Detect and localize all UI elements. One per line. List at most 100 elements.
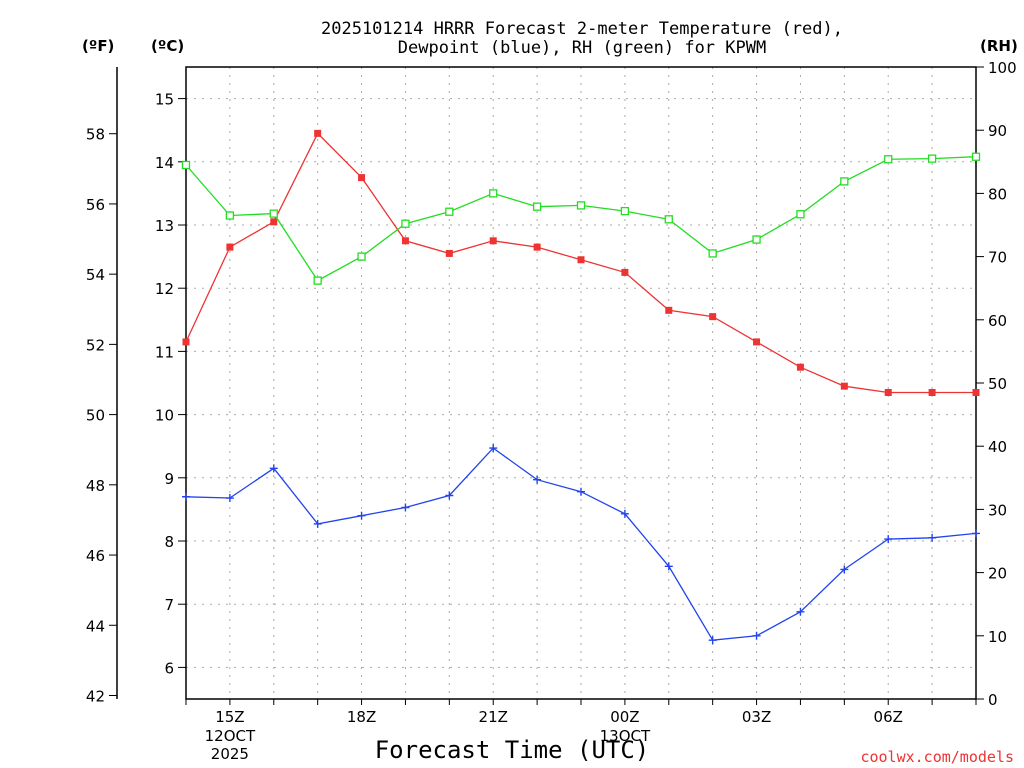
temperature-point [533,243,541,251]
series-rh [181,152,981,285]
rh-point [181,160,191,170]
dewpoint-point [972,529,980,538]
fahrenheit-tick-label: 52 [86,336,105,354]
fahrenheit-tick-label: 44 [86,617,105,635]
dewpoint-point [357,511,366,520]
celsius-unit-label: (ºC) [151,37,184,55]
rh-point [445,207,454,216]
temperature-point [401,237,409,245]
rh-point [532,202,542,211]
celsius-tick-label: 13 [155,217,174,235]
dewpoint-point [182,492,190,501]
x-tick-label: 18Z [347,708,376,726]
celsius-tick-label: 6 [164,659,174,677]
dewpoint-point [928,533,937,542]
celsius-tick-label: 10 [155,407,174,425]
temperature-point [621,268,629,276]
temperature-point [665,306,673,314]
rh-point [225,211,235,220]
dewpoint-point [489,444,498,453]
rh-point [576,201,586,210]
credit-text[interactable]: coolwx.com/models [860,748,1014,766]
dewpoint-point [840,565,849,574]
fahrenheit-tick-label: 48 [86,477,105,495]
temperature-point [709,313,717,321]
dewpoint-point [445,491,454,500]
rh-tick-label: 40 [988,438,1007,456]
celsius-tick-label: 15 [155,91,174,109]
series-layer [181,129,981,645]
rh-point [708,249,717,258]
temperature-point [182,338,190,346]
rh-point [796,210,805,219]
temperature-point [226,243,234,251]
fahrenheit-tick-label: 50 [86,407,105,425]
dewpoint-point [620,509,629,518]
fahrenheit-tick-label: 56 [86,196,105,214]
chart-title-line2: Dewpoint (blue), RH (green) for KPWM [398,38,766,58]
fahrenheit-tick-label: 54 [86,266,105,284]
rh-tick-label: 70 [988,249,1007,267]
temperature-point [928,388,936,396]
celsius-tick-label: 9 [164,470,174,488]
rh-tick-label: 60 [988,312,1007,330]
temperature-point [445,249,453,257]
series-dewpoint [182,444,980,645]
dewpoint-point [269,464,278,473]
rh-tick-label: 0 [988,691,998,709]
dewpoint-point [708,636,717,645]
dewpoint-point [533,475,542,484]
dewpoint-point [577,487,585,496]
rh-tick-label: 90 [988,122,1007,140]
temperature-point [270,218,278,226]
rh-tick-label: 50 [988,375,1007,393]
temperature-point [358,174,366,182]
x-tick-sublabel: 2025 [211,745,249,763]
dewpoint-point [401,503,410,512]
fahrenheit-unit-label: (ºF) [82,37,114,55]
chart-title-line1: 2025101214 HRRR Forecast 2-meter Tempera… [321,19,843,39]
rh-unit-label: (RH) [980,37,1018,55]
grid-lines [186,67,976,699]
rh-point [884,155,893,164]
x-tick-label: 03Z [742,708,771,726]
series-temperature [182,129,980,396]
rh-tick-label: 30 [988,501,1007,519]
x-tick-label: 00Z [610,708,639,726]
rh-point [840,177,849,186]
dewpoint-point [752,631,761,640]
x-tick-sublabel: 12OCT [205,727,256,745]
rh-point [927,154,937,163]
temperature-point [972,388,980,396]
temperature-point [840,382,848,390]
rh-tick-label: 20 [988,565,1007,583]
fahrenheit-tick-label: 42 [86,687,105,705]
rh-point [357,252,366,261]
axes: 6 7 8 9 10 11 12 13 14 15 42 44 46 48 50 52 54 56 58 0 10 20 3… [86,59,1017,709]
rh-point [401,219,410,228]
celsius-tick-label: 7 [164,596,174,614]
rh-point [971,152,981,161]
temperature-point [884,388,892,396]
x-tick-label: 15Z [215,708,244,726]
dewpoint-point [884,535,893,544]
rh-point [489,189,498,198]
rh-tick-label: 10 [988,628,1007,646]
rh-point [313,276,322,285]
rh-point [752,235,761,244]
dewpoint-point [796,607,805,616]
celsius-tick-label: 11 [155,343,174,361]
x-axis-label: Forecast Time (UTC) [375,736,650,764]
dewpoint-point [313,519,322,528]
rh-tick-label: 80 [988,185,1007,203]
celsius-tick-label: 12 [155,280,174,298]
temperature-point [753,338,761,346]
temperature-point [489,237,497,245]
fahrenheit-tick-label: 58 [86,126,105,144]
celsius-tick-label: 8 [164,533,174,551]
dewpoint-point [225,494,234,503]
celsius-tick-label: 14 [155,154,174,172]
temperature-point [796,363,804,371]
